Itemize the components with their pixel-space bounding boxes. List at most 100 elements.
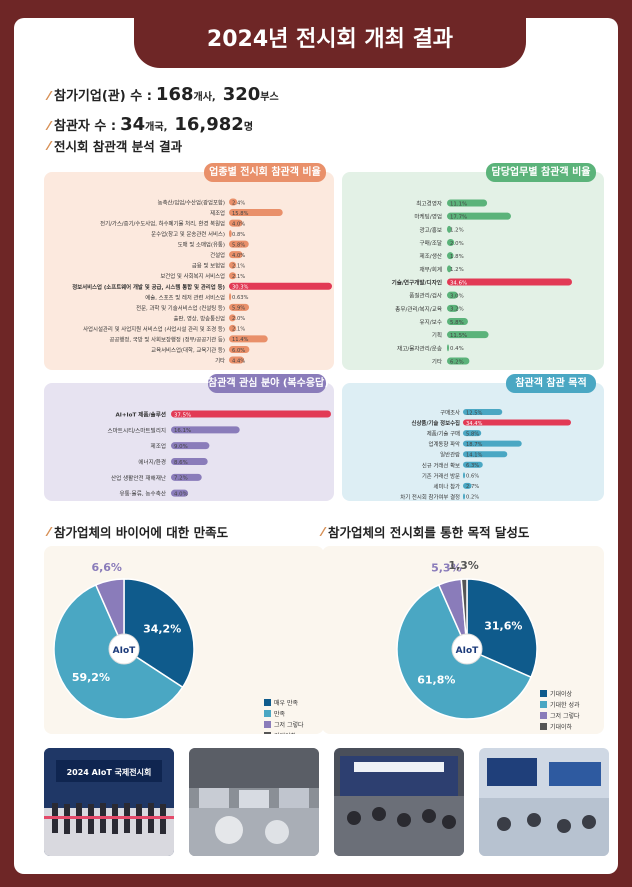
legend-label: 기대이하	[550, 723, 573, 731]
bar-value-label: 6.3%	[466, 463, 479, 469]
visitor-label: 참관자 수 :	[54, 119, 117, 134]
bar-category-label: 운수업(창고 및 운송관련 서비스)	[151, 230, 225, 238]
bar-value-label: 6.2%	[450, 359, 464, 365]
exhibitor-companies: 168	[155, 84, 194, 105]
bar-category-label: 농축산/임업/수산업(광업포함)	[158, 199, 225, 207]
bar-category-label: 총무/관리/복지/교육	[395, 305, 442, 313]
achievement-title: ⁄⁄⁄ 참가업체의 전시회를 통한 목적 달성도	[322, 522, 529, 541]
interest-panel: 참관객 관심 분야 (복수응답) AI+IoT 제품/솔루션 37.5% 스마트시티…	[44, 374, 334, 514]
bar-value-label: 3.2%	[450, 307, 464, 313]
bar-category-label: 전문, 과학 및 기술서비스업 (컨설팅 등)	[136, 304, 225, 312]
bar-category-label: AI+IoT 제품/솔루션	[115, 411, 166, 419]
bar-category-label: 유지/보수	[420, 318, 442, 326]
bar	[229, 335, 268, 343]
bar-category-label: 제품/기술 구매	[427, 430, 460, 438]
bar	[229, 209, 283, 217]
legend-swatch	[264, 721, 271, 728]
legend-label: 기대한 성과	[550, 701, 580, 709]
visitor-people-unit: 명	[243, 122, 254, 133]
bar	[447, 225, 452, 233]
bar-category-label: 기타	[432, 358, 442, 366]
bar-value-label: 6.0%	[232, 348, 245, 354]
bar-value-label: 2.1%	[232, 264, 245, 270]
bar-value-label: 1.8%	[450, 254, 464, 260]
bar-value-label: 34.4%	[466, 421, 483, 427]
bar-value-label: 5.8%	[450, 320, 464, 326]
bar	[229, 219, 243, 227]
pie-value-label: 59,2%	[72, 671, 110, 684]
photo-hall-overview	[189, 748, 319, 856]
bar-value-label: 9.0%	[174, 444, 188, 450]
bar	[171, 410, 331, 418]
bar-value-label: 0.63%	[232, 295, 249, 301]
bar	[463, 419, 571, 426]
bar-category-label: 광고/홍보	[420, 226, 442, 234]
bar-category-label: 전기/가스/증기/수도사업, 하수폐기물 처리, 환경 복원업	[100, 220, 225, 228]
bar-value-label: 4.0%	[232, 253, 245, 259]
bar-value-label: 7.2%	[174, 476, 188, 482]
bar-value-label: 14.1%	[466, 453, 483, 459]
bar-value-label: 11.4%	[232, 337, 249, 343]
bar-category-label: 출판, 영상, 방송통신업	[174, 314, 226, 322]
bar-value-label: 11.1%	[450, 201, 467, 207]
bar	[463, 430, 482, 437]
analysis-title: ⁄⁄⁄ 전시회 참관객 분석 결과	[48, 136, 182, 155]
bar-value-label: 4.0%	[232, 221, 245, 227]
bar-category-label: 사업시설관리 및 사업지원 서비스업 (사업시설 관리 및 조경 등)	[83, 325, 225, 333]
photo-strip: 2024 AIoT 국제전시회	[44, 748, 609, 856]
bar-value-label: 2.0%	[232, 316, 245, 322]
analysis-title-text: 전시회 참관객 분석 결과	[54, 139, 183, 154]
bar-value-label: 12.5%	[466, 410, 483, 416]
legend-swatch	[540, 690, 547, 697]
bar	[463, 482, 472, 489]
exhibitor-label: 참가기업(관) 수 :	[54, 89, 152, 104]
interest-chart-title: 참관객 관심 분야 (복수응답)	[208, 374, 329, 393]
bar-value-label: 1.2%	[450, 267, 464, 273]
bar-category-label: 유통·물류, 농수축산	[119, 490, 166, 498]
bar-value-label: 2.7%	[466, 484, 479, 490]
bar-category-label: 에너지/환경	[138, 458, 166, 466]
bar-category-label: 품질관리/검사	[409, 292, 442, 300]
legend-swatch	[540, 701, 547, 708]
bar	[171, 442, 210, 450]
bar	[229, 272, 237, 280]
bar-value-label: 1.2%	[450, 228, 464, 234]
bar-category-label: 기존 거래선 방문	[422, 472, 460, 480]
legend-swatch	[264, 699, 271, 706]
bar-value-label: 16.1%	[174, 428, 191, 434]
page-title: 2024년 전시회 개최 결과	[134, 18, 526, 68]
interest-chart: AI+IoT 제품/솔루션 37.5% 스마트시티/스마트빌리지 16.1% 제조업 9.…	[104, 410, 331, 514]
bar	[447, 344, 449, 352]
bar-category-label: 정보서비스업 (소프트웨어 개발 및 공급, 시스템 통합 및 관리업 등)	[72, 283, 225, 291]
bar-value-label: 0.6%	[466, 474, 479, 480]
bar-category-label: 구매조사	[440, 409, 460, 417]
bar	[229, 314, 236, 322]
visitor-stat: ⁄⁄⁄ 참관자 수 : 34 개국, 16,982 명	[48, 114, 256, 135]
legend-swatch	[264, 710, 271, 717]
bar-category-label: 도매 및 소매업(유통)	[178, 241, 225, 249]
bar-category-label: 신상품/기술 정보수집	[412, 419, 461, 427]
bar-value-label: 11.5%	[450, 333, 467, 339]
bar	[447, 252, 454, 260]
bar	[171, 458, 208, 465]
bar-value-label: 2.0%	[450, 241, 464, 247]
bar	[463, 472, 465, 479]
satisfaction-title: ⁄⁄⁄ 참가업체의 바이어에 대한 만족도	[48, 522, 228, 541]
bar-category-label: 업계동향 파악	[429, 440, 461, 448]
exhibitor-companies-unit: 개사,	[193, 92, 216, 103]
bar	[463, 451, 508, 458]
bar-value-label: 5.8%	[232, 242, 245, 248]
bar	[463, 409, 503, 415]
bar-value-label: 4.0%	[174, 491, 188, 497]
bar-category-label: 건설업	[210, 251, 225, 259]
bar-category-label: 예술, 스포츠 및 레저 관련 서비스업	[145, 293, 225, 301]
aiot-logo-text: AIoT	[113, 646, 136, 656]
role-panel: 담당업무별 참관객 비율 최고경영자 11.1% 마케팅/영업 17.7% 광고/홍보 1…	[342, 163, 604, 370]
bar	[447, 318, 468, 325]
bar	[447, 357, 470, 365]
bar-value-label: 2.4%	[232, 200, 245, 206]
bar-category-label: 교육서비스업(대학, 교육기관 등)	[151, 346, 225, 354]
industry-panel: 업종별 전시회 참관객 비율 농축산/임업/수산업(광업포함) 2.4% 제조업 15…	[44, 163, 334, 370]
purpose-chart: 구매조사 12.5% 신상품/기술 정보수집 34.4% 제품/기술 구매 5.8% 업계동…	[400, 409, 571, 512]
